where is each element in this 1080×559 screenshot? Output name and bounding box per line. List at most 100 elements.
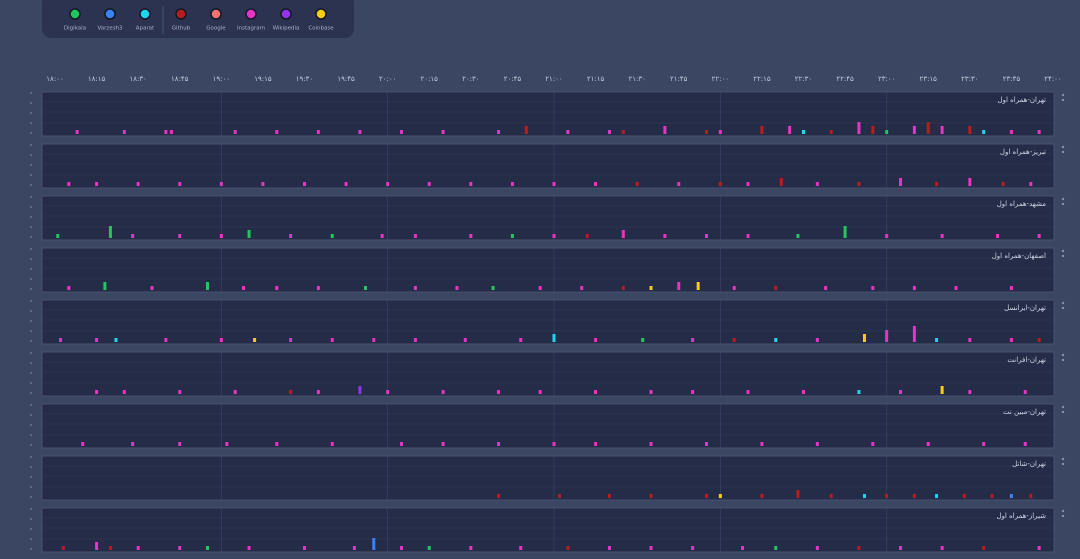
menu-dot[interactable] [1061,410,1065,414]
menu-dot[interactable] [1061,301,1065,305]
menu-dot[interactable] [1061,254,1065,258]
event-bar [663,234,667,238]
menu-dot[interactable] [1061,509,1065,513]
panel [41,91,1055,137]
event-bar [788,126,792,134]
event-bar [247,230,251,238]
panel-title: مشهد-همراه اول [997,200,1047,208]
event-bar [372,538,376,550]
event-bar [552,234,556,238]
time-tick-label: ۱۸:۴۵ [171,75,189,83]
event-bar [316,130,320,134]
event-bar [233,130,237,134]
event-bar [497,494,501,498]
legend-swatch[interactable] [280,8,292,20]
event-bar [968,338,972,342]
event-bar [962,494,966,498]
panel-title: تهران-مبین نت [1003,408,1046,416]
menu-dot[interactable] [1061,98,1065,102]
event-bar [219,182,223,186]
menu-dot[interactable] [1061,514,1065,518]
legend-label[interactable]: Instagram [237,26,265,32]
legend-swatch[interactable] [315,8,327,20]
panel [41,299,1055,345]
event-bar [261,182,265,186]
menu-dot[interactable] [1061,353,1065,357]
event-bar [205,282,209,290]
event-bar [829,130,833,134]
y-dot [30,434,32,436]
legend-swatch[interactable] [69,8,81,20]
event-bar [1037,546,1041,550]
y-dot [30,122,32,124]
legend-label[interactable]: Google [206,26,226,32]
event-bar [802,130,805,134]
event-bar [75,130,79,134]
time-tick-label: ۲۱:۰۰ [545,75,562,83]
menu-dot[interactable] [1061,93,1065,97]
event-bar [982,442,986,446]
y-dot [30,404,32,406]
panel [41,403,1055,449]
event-bar [691,338,695,342]
y-dot [30,456,32,458]
y-dot [30,300,32,302]
legend-swatch[interactable] [139,8,151,20]
event-bar [330,338,334,342]
event-bar [607,130,611,134]
legend-swatch[interactable] [245,8,257,20]
y-dot [30,330,32,332]
y-dot [30,288,32,290]
legend-swatch[interactable] [210,8,222,20]
event-bar [95,182,99,186]
panel-title: تهران-همراه اول [998,96,1047,104]
event-bar [344,182,348,186]
legend-label[interactable]: Varzesh3 [97,26,123,32]
event-bar [691,390,695,394]
menu-dot[interactable] [1061,150,1065,154]
event-bar [122,130,126,134]
legend-label[interactable]: Github [172,26,191,32]
legend-label[interactable]: Wikipedia [273,26,300,32]
event-bar [607,494,611,498]
event-bar [815,546,819,550]
event-bar [704,130,708,134]
event-bar [519,546,523,550]
menu-dot[interactable] [1061,197,1065,201]
y-dot [30,352,32,354]
event-bar [718,494,722,498]
event-bar [59,338,63,342]
legend-label[interactable]: Digikala [64,26,86,32]
y-dot [30,340,32,342]
event-bar [1009,286,1013,290]
event-bar [253,338,257,342]
menu-dot[interactable] [1061,358,1065,362]
menu-dot[interactable] [1061,145,1065,149]
menu-dot[interactable] [1061,306,1065,310]
event-bar [935,182,939,186]
event-bar [621,230,625,238]
legend-swatch[interactable] [104,8,116,20]
panel-title: تبریز-همراه اول [1000,148,1046,156]
event-bar [225,442,229,446]
panel [41,247,1055,293]
legend-label[interactable]: Coinbase [308,26,334,32]
event-bar [857,182,861,186]
event-bar [677,182,681,186]
event-bar [760,442,764,446]
menu-dot[interactable] [1061,249,1065,253]
panel [41,195,1055,241]
event-bar [131,442,135,446]
event-bar [815,182,819,186]
event-bar [400,546,404,550]
menu-dot[interactable] [1061,202,1065,206]
menu-dot[interactable] [1061,457,1065,461]
panel-title: شیراز-همراه اول [996,512,1046,520]
menu-dot[interactable] [1061,462,1065,466]
legend-label[interactable]: Aparat [136,26,155,32]
menu-dot[interactable] [1061,405,1065,409]
event-bar [746,234,750,238]
legend-swatch[interactable] [175,8,187,20]
y-dot [30,518,32,520]
